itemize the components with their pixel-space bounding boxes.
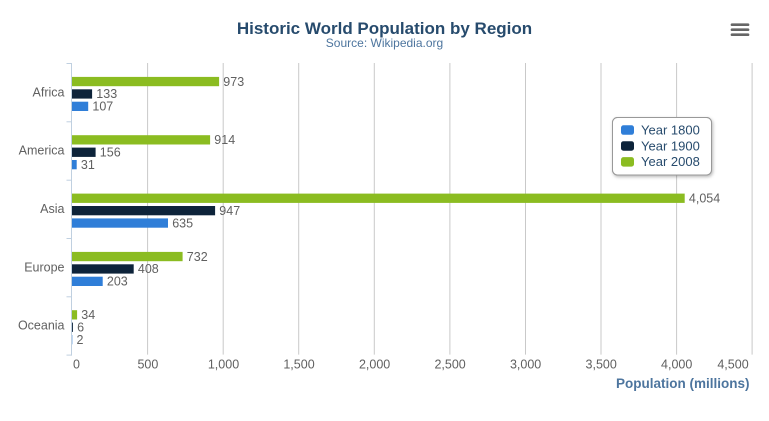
- svg-text:203: 203: [107, 275, 128, 289]
- svg-text:Europe: Europe: [24, 260, 64, 274]
- svg-text:1,000: 1,000: [208, 358, 239, 372]
- svg-text:Year 1900: Year 1900: [641, 138, 700, 153]
- svg-text:914: 914: [214, 133, 235, 147]
- svg-text:1,500: 1,500: [283, 358, 314, 372]
- svg-text:4,000: 4,000: [661, 358, 692, 372]
- svg-text:973: 973: [223, 75, 244, 89]
- svg-text:Asia: Asia: [40, 202, 64, 216]
- svg-text:156: 156: [100, 146, 121, 160]
- svg-text:31: 31: [81, 158, 95, 172]
- svg-text:3,500: 3,500: [586, 358, 617, 372]
- svg-text:Year 1800: Year 1800: [641, 122, 700, 137]
- svg-text:4,500: 4,500: [717, 358, 748, 372]
- svg-text:Africa: Africa: [33, 85, 65, 99]
- svg-text:408: 408: [138, 262, 159, 276]
- svg-text:500: 500: [137, 358, 158, 372]
- svg-text:America: America: [19, 144, 65, 158]
- svg-text:2: 2: [77, 333, 84, 347]
- svg-text:947: 947: [219, 204, 240, 218]
- svg-text:3,000: 3,000: [510, 358, 541, 372]
- svg-text:635: 635: [172, 216, 193, 230]
- svg-text:4,054: 4,054: [689, 192, 720, 206]
- svg-text:732: 732: [187, 250, 208, 264]
- svg-text:Oceania: Oceania: [18, 319, 65, 333]
- svg-text:107: 107: [92, 100, 113, 114]
- svg-text:Population (millions): Population (millions): [616, 376, 750, 391]
- svg-text:Source: Wikipedia.org: Source: Wikipedia.org: [326, 36, 443, 50]
- svg-text:0: 0: [73, 358, 80, 372]
- svg-text:2,500: 2,500: [434, 358, 465, 372]
- svg-text:2,000: 2,000: [359, 358, 390, 372]
- svg-text:Year 2008: Year 2008: [641, 154, 700, 169]
